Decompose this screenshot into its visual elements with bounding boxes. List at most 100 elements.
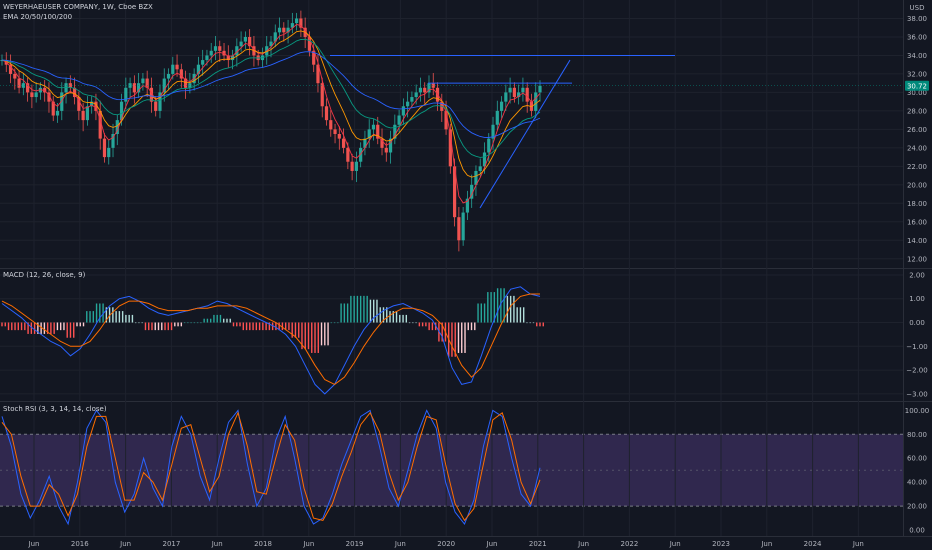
- candle-body: [521, 87, 525, 93]
- macd-histogram-bar: [125, 314, 127, 323]
- candle-body: [286, 27, 290, 33]
- candle-body: [453, 166, 457, 218]
- macd-histogram-bar: [157, 322, 160, 331]
- candle-body: [115, 120, 119, 134]
- macd-histogram-bar: [53, 322, 55, 334]
- macd-histogram-bar: [226, 318, 228, 323]
- candle-body: [77, 97, 81, 111]
- macd-histogram-bar: [252, 322, 254, 331]
- ema-line: [1, 30, 541, 178]
- candle-body: [85, 106, 89, 121]
- macd-histogram-bar: [271, 322, 274, 331]
- time-tick-label: Jun: [486, 540, 498, 548]
- macd-histogram-bar: [148, 322, 150, 331]
- macd-histogram-bar: [76, 322, 78, 327]
- macd-histogram-bar: [304, 322, 306, 350]
- symbol-title[interactable]: WEYERHAEUSER COMPANY, 1W, Cboe BZX: [3, 3, 153, 11]
- support-trendline[interactable]: [479, 59, 571, 209]
- macd-histogram-bar: [477, 303, 479, 323]
- macd-histogram-bar: [490, 292, 492, 323]
- candle-body: [367, 129, 371, 139]
- candle-body: [457, 217, 461, 241]
- macd-histogram-bar: [219, 314, 222, 323]
- macd-histogram-bar: [20, 322, 23, 331]
- candle-body: [350, 161, 354, 171]
- candle-body: [64, 83, 68, 93]
- macd-histogram-bar: [431, 322, 434, 331]
- candle-body: [534, 92, 538, 111]
- macd-histogram-bar: [405, 314, 408, 323]
- macd-histogram-bar: [27, 322, 29, 334]
- macd-histogram-bar: [470, 322, 473, 331]
- macd-histogram-bar: [382, 307, 385, 323]
- time-tick-label: 2024: [804, 540, 822, 548]
- macd-histogram-bar: [324, 322, 326, 346]
- stoch-rsi-legend[interactable]: Stoch RSI (3, 3, 14, 14, close): [3, 405, 107, 413]
- macd-histogram-bar: [487, 292, 489, 323]
- candle-body: [222, 50, 226, 56]
- macd-histogram-bar: [526, 322, 528, 324]
- time-tick-label: Jun: [28, 540, 40, 548]
- candle-body: [329, 120, 333, 130]
- macd-tick-label: −2.00: [906, 367, 927, 375]
- ema-line: [1, 38, 541, 158]
- macd-line: [1, 286, 541, 395]
- macd-histogram-bar: [177, 322, 179, 327]
- currency-label: USD: [910, 4, 925, 12]
- candle-body: [209, 50, 213, 56]
- macd-histogram-bar: [131, 314, 134, 323]
- macd-histogram-bar: [376, 299, 378, 323]
- stoch-tick-label: 60.00: [907, 455, 927, 463]
- candle-body: [444, 110, 448, 130]
- candle-body: [205, 55, 209, 61]
- candle-body: [312, 50, 316, 65]
- price-series-group: [0, 10, 903, 252]
- macd-histogram-bar: [320, 322, 323, 346]
- macd-histogram-bar: [242, 322, 244, 331]
- ema-legend[interactable]: EMA 20/50/100/200: [3, 13, 73, 21]
- candle-body: [30, 92, 34, 98]
- candle-body: [418, 87, 423, 93]
- time-tick-label: 2019: [346, 540, 364, 548]
- candle-body: [478, 166, 482, 171]
- stoch-tick-label: 100.00: [905, 407, 930, 415]
- time-tick-label: Jun: [669, 540, 681, 548]
- macd-legend[interactable]: MACD (12, 26, close, 9): [3, 271, 86, 279]
- candle-body: [107, 147, 111, 158]
- macd-histogram-bar: [327, 322, 329, 346]
- candle-body: [538, 85, 542, 93]
- macd-histogram-bar: [196, 322, 199, 324]
- candle-body: [414, 92, 418, 98]
- macd-histogram-bar: [350, 295, 352, 323]
- macd-histogram-bar: [200, 322, 202, 324]
- stoch-tick-label: 80.00: [907, 431, 927, 439]
- macd-histogram-bar: [56, 322, 59, 331]
- candle-body: [51, 101, 55, 116]
- macd-tick-label: −1.00: [906, 343, 927, 351]
- candle-body: [166, 73, 171, 79]
- macd-histogram-bar: [389, 311, 391, 323]
- macd-histogram-bar: [249, 322, 251, 331]
- candle-body: [448, 129, 452, 167]
- macd-histogram-bar: [451, 322, 453, 357]
- time-tick-label: 2022: [620, 540, 638, 548]
- candle-body: [333, 129, 337, 134]
- macd-histogram-bar: [82, 322, 85, 327]
- macd-histogram-bar: [46, 322, 49, 334]
- macd-histogram-bar: [402, 314, 404, 323]
- macd-histogram-bar: [441, 322, 443, 342]
- macd-histogram-bar: [161, 322, 163, 331]
- stoch-tick-label: 40.00: [907, 479, 927, 487]
- candle-body: [72, 87, 77, 98]
- last-price-label: 30.72: [907, 82, 927, 90]
- candle-body: [359, 147, 363, 162]
- macd-histogram-bar: [151, 322, 153, 331]
- macd-histogram-bar: [95, 303, 98, 323]
- macd-tick-label: −3.00: [906, 390, 927, 398]
- macd-histogram-bar: [30, 322, 33, 334]
- macd-histogram-bar: [532, 322, 535, 324]
- macd-histogram-bar: [115, 311, 117, 323]
- macd-histogram-bar: [500, 288, 502, 323]
- macd-histogram-bar: [258, 322, 261, 331]
